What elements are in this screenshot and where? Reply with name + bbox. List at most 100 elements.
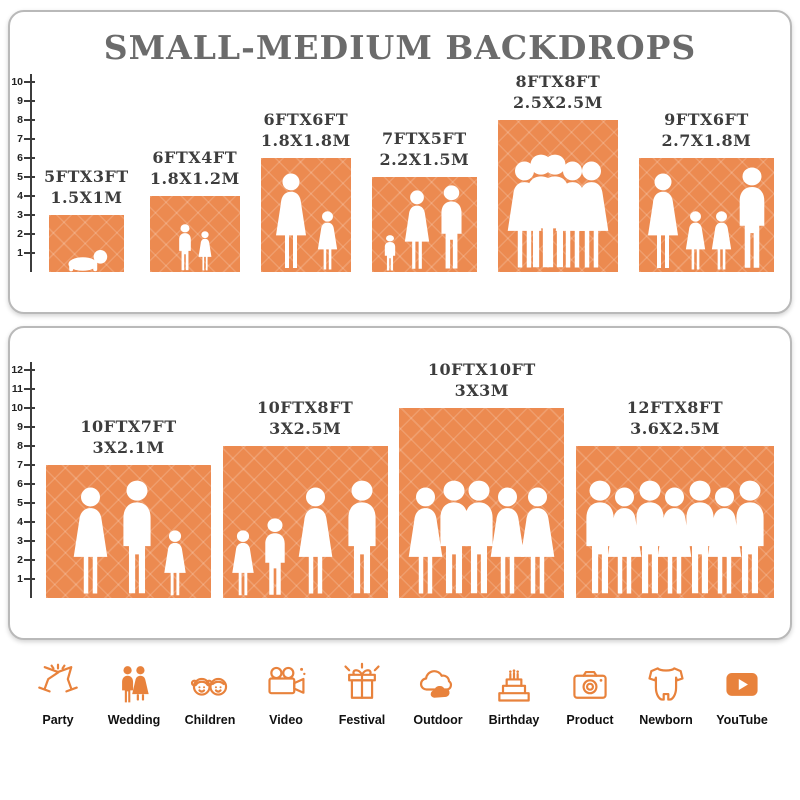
video-icon <box>264 658 308 706</box>
size-meters-text: 3X2.1M <box>92 438 165 458</box>
category-item: Party <box>22 658 94 727</box>
person-silhouette <box>433 480 475 598</box>
backdrop-size-label: 12FTX8FT 3.6X2.5M <box>627 398 723 440</box>
person-silhouette <box>733 167 771 272</box>
size-meters-text: 2.5X2.5M <box>513 93 603 113</box>
backdrop-row-bottom: 10FTX7FT 3X2.1M 10FTX8FT 3X2.5M 10FTX10FT 3… <box>46 360 774 598</box>
people-silhouettes <box>372 185 477 272</box>
people-silhouettes <box>639 167 774 272</box>
ruler-tick-mark <box>24 233 35 235</box>
page-title: SMALL-MEDIUM BACKDROPS <box>103 28 697 67</box>
birthday-icon <box>492 658 536 706</box>
size-feet-text: 12FTX8FT <box>626 398 724 418</box>
person-silhouette <box>63 248 109 272</box>
ruler-tick: 4 <box>10 190 35 202</box>
ruler-tick: 3 <box>10 209 35 221</box>
people-silhouettes <box>399 480 564 598</box>
category-label: Birthday <box>488 713 540 727</box>
person-silhouette <box>579 480 621 598</box>
backdrop-size-label: 10FTX8FT 3X2.5M <box>257 398 353 440</box>
backdrop-size-label: 6FTX6FT 1.8X1.8M <box>261 110 351 152</box>
ruler-tick: 4 <box>10 516 35 528</box>
ruler-tick-mark <box>24 138 35 140</box>
backdrop-size-label: 10FTX10FT 3X3M <box>428 360 536 402</box>
person-silhouette <box>314 211 341 272</box>
backdrop-item: 5FTX3FT 1.5X1M <box>44 167 129 272</box>
backdrop-item: 6FTX6FT 1.8X1.8M <box>260 110 351 272</box>
category-row: Party Wedding Children Video Festival Ou… <box>8 658 792 727</box>
person-silhouette <box>292 487 339 598</box>
ruler-tick-number: 3 <box>17 209 23 221</box>
ruler-tick-mark <box>24 195 35 197</box>
wedding-icon <box>112 658 156 706</box>
people-silhouettes <box>223 480 388 598</box>
ruler-tick-mark <box>24 578 35 580</box>
ruler-tick-number: 2 <box>17 554 23 566</box>
ruler-tick-number: 8 <box>17 114 23 126</box>
children-icon <box>188 658 232 706</box>
size-meters-text: 3.6X2.5M <box>630 419 720 439</box>
ruler-tick-mark <box>24 369 35 371</box>
backdrop-graphic <box>575 446 774 598</box>
ruler-tick-mark <box>24 559 35 561</box>
ruler-tick-number: 12 <box>11 364 23 376</box>
person-silhouette <box>270 173 312 272</box>
category-item: Outdoor <box>402 658 474 727</box>
person-silhouette <box>708 211 735 272</box>
people-silhouettes <box>576 480 774 598</box>
category-item: Video <box>250 658 322 727</box>
backdrop-item: 7FTX5FT 2.2X1.5M <box>371 129 477 272</box>
size-feet-text: 10FTX10FT <box>427 360 536 380</box>
product-icon <box>568 658 612 706</box>
person-silhouette <box>729 480 771 598</box>
ruler-tick-mark <box>24 157 35 159</box>
party-icon <box>36 658 80 706</box>
person-silhouette <box>568 161 615 272</box>
category-item: Product <box>554 658 626 727</box>
person-silhouette <box>402 487 449 598</box>
ruler-tick-number: 4 <box>17 516 23 528</box>
ruler-tick: 8 <box>10 114 35 126</box>
ruler-tick: 5 <box>10 497 35 509</box>
category-label: YouTube <box>716 713 768 727</box>
ruler-tick: 2 <box>10 554 35 566</box>
ruler-tick-mark <box>24 426 35 428</box>
people-silhouettes <box>150 224 240 272</box>
backdrop-item: 9FTX6FT 2.7X1.8M <box>638 110 774 272</box>
ruler-tick-number: 9 <box>17 421 23 433</box>
ruler-tick-mark <box>24 483 35 485</box>
category-label: Outdoor <box>413 713 463 727</box>
size-feet-text: 6FTX6FT <box>263 110 349 130</box>
ruler-tick: 8 <box>10 440 35 452</box>
ruler-tick: 6 <box>10 152 35 164</box>
size-feet-text: 7FTX5FT <box>381 129 467 149</box>
ruler-tick: 6 <box>10 478 35 490</box>
backdrop-size-label: 9FTX6FT 2.7X1.8M <box>662 110 752 152</box>
ruler-tick: 9 <box>10 95 35 107</box>
person-silhouette <box>382 235 398 272</box>
backdrop-size-label: 8FTX8FT 2.5X2.5M <box>513 72 603 114</box>
ruler-tick: 1 <box>10 573 35 585</box>
category-label: Children <box>184 713 236 727</box>
size-meters-text: 2.2X1.5M <box>379 150 470 170</box>
person-silhouette <box>651 487 698 598</box>
people-silhouettes <box>46 480 211 598</box>
ruler-tick: 7 <box>10 459 35 471</box>
ruler-tick-number: 10 <box>11 402 23 414</box>
person-silhouette <box>701 487 748 598</box>
ruler-axis-line <box>30 362 32 598</box>
ruler-tick-mark <box>24 502 35 504</box>
size-meters-text: 1.8X1.8M <box>260 131 351 151</box>
ruler-tick-mark <box>24 100 35 102</box>
ruler-tick-mark <box>24 119 35 121</box>
ruler-tick-number: 6 <box>17 478 23 490</box>
backdrop-graphic <box>46 465 211 598</box>
size-meters-text: 3X2.5M <box>269 419 342 439</box>
ruler-top: 1 2 3 4 5 6 7 8 9 10 <box>10 12 44 312</box>
category-item: YouTube <box>706 658 778 727</box>
backdrop-size-label: 7FTX5FT 2.2X1.5M <box>379 129 469 171</box>
ruler-tick-number: 9 <box>17 95 23 107</box>
ruler-tick-number: 7 <box>17 459 23 471</box>
size-feet-text: 9FTX6FT <box>664 110 749 130</box>
